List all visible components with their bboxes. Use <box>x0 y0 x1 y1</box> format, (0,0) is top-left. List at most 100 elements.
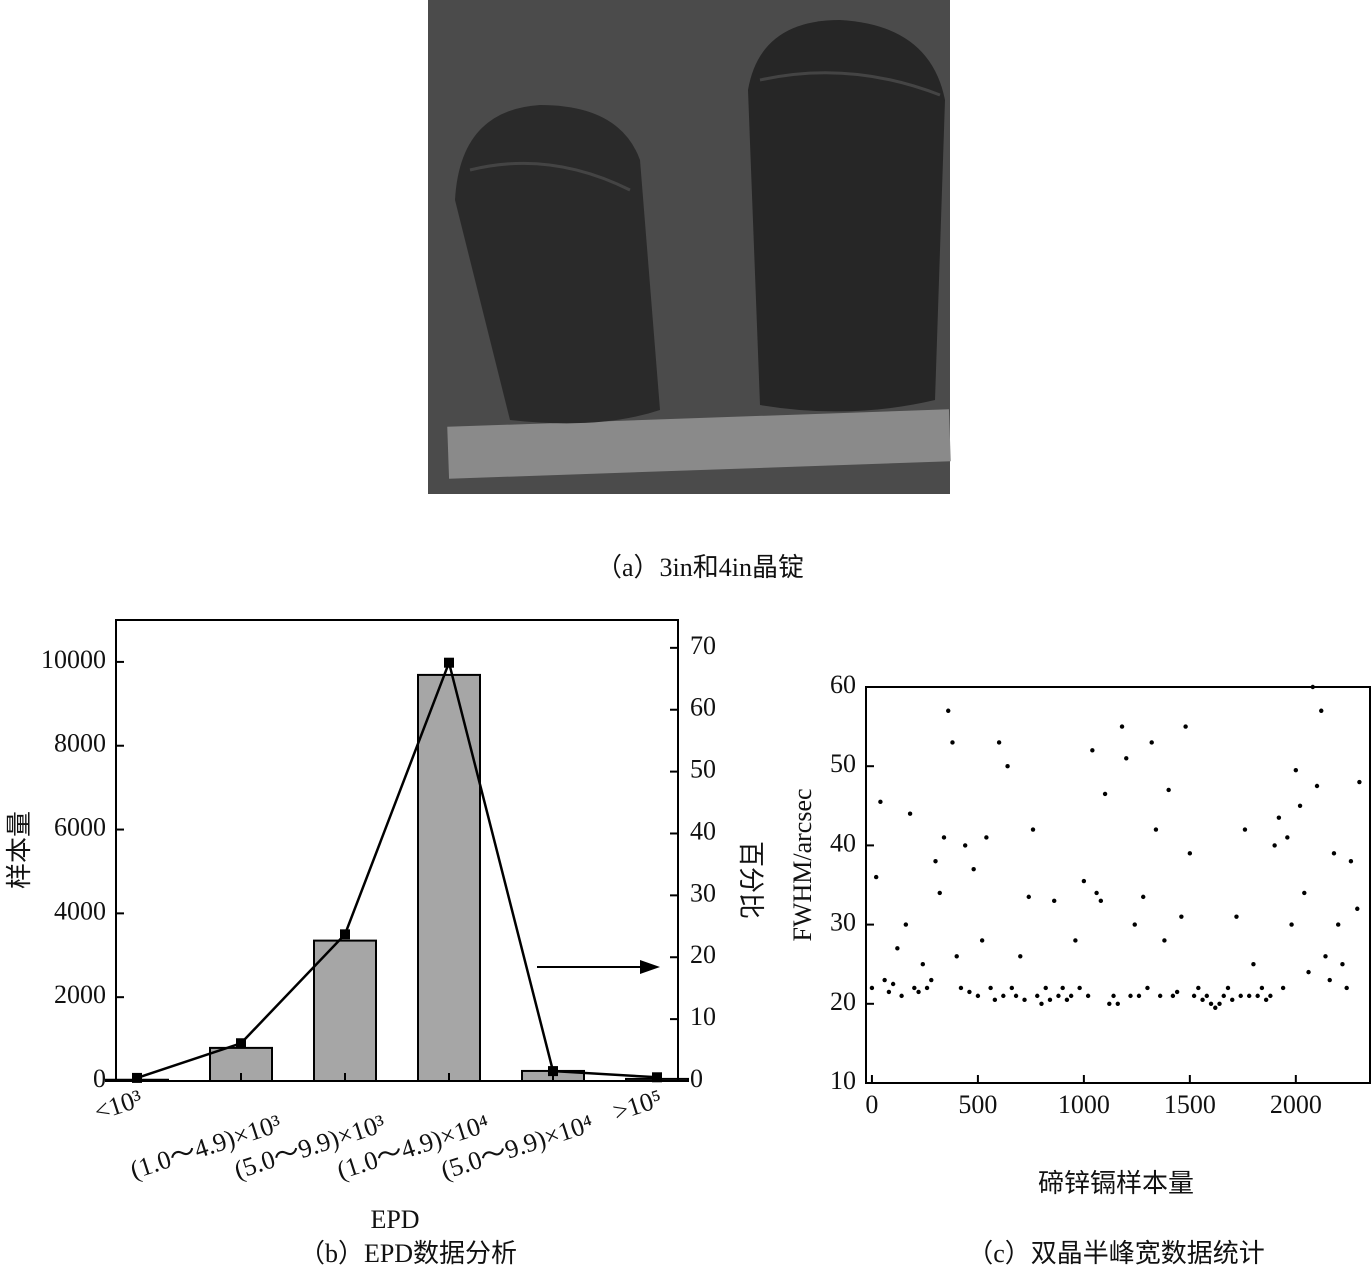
point <box>1187 851 1193 856</box>
bar-chart: 0200040006000800010000010203040506070<10… <box>5 619 765 1268</box>
point <box>895 946 900 951</box>
plot-frame <box>115 619 679 1082</box>
y-tick-label: 2000 <box>54 980 106 1009</box>
point <box>1251 962 1256 967</box>
point <box>1141 894 1146 900</box>
point <box>1005 764 1010 769</box>
y-tick-label: 40 <box>830 828 856 857</box>
bar <box>313 939 377 1083</box>
point <box>1064 997 1070 1003</box>
point <box>992 997 998 1003</box>
y2-tick-label: 50 <box>690 755 716 784</box>
point <box>950 740 955 745</box>
point <box>933 859 938 864</box>
line <box>136 658 658 1080</box>
point <box>924 985 930 991</box>
point <box>1047 997 1053 1003</box>
point <box>1081 878 1087 884</box>
y2-axis-label: 百分比 <box>736 841 765 919</box>
point <box>873 874 879 880</box>
point <box>1119 724 1125 729</box>
point <box>1306 969 1311 975</box>
point <box>912 985 917 991</box>
x-tick-label: 0 <box>865 1090 878 1119</box>
point <box>1297 803 1303 808</box>
point <box>1255 993 1260 999</box>
point <box>1191 993 1197 999</box>
point <box>1111 993 1116 999</box>
x-tick-label: 500 <box>958 1090 997 1119</box>
caption: （b）EPD数据分析 <box>299 1239 517 1268</box>
point <box>954 954 959 959</box>
point <box>1162 938 1167 943</box>
y-tick-label: 6000 <box>54 813 106 842</box>
point <box>1289 922 1294 927</box>
point <box>1174 989 1180 995</box>
point <box>1068 993 1074 999</box>
point <box>1115 1001 1120 1006</box>
point <box>1302 890 1307 896</box>
x-axis-label: EPD <box>370 1205 419 1234</box>
y-tick-label: 50 <box>830 749 856 778</box>
point <box>996 740 1002 745</box>
x-tick-label: 1000 <box>1058 1090 1110 1119</box>
arrow-head <box>640 960 660 974</box>
point <box>1234 914 1239 919</box>
y2-tick-label: 20 <box>690 940 716 969</box>
point <box>967 989 972 995</box>
point <box>1179 914 1184 919</box>
x-tick-label: >10⁵ <box>609 1084 665 1127</box>
y-tick-label: 10000 <box>41 645 106 674</box>
point <box>1246 993 1252 999</box>
point <box>1124 756 1129 761</box>
point <box>1166 787 1171 793</box>
point <box>1357 779 1362 785</box>
point <box>1183 724 1188 729</box>
point <box>988 985 993 991</box>
photo <box>428 0 951 494</box>
x-axis-label: 碲锌镉样本量 <box>1038 1169 1194 1198</box>
point <box>1136 993 1142 999</box>
point <box>1052 898 1057 904</box>
point <box>1213 1005 1218 1010</box>
point <box>1149 740 1154 745</box>
point <box>899 993 904 999</box>
point <box>1043 985 1048 991</box>
point <box>1128 993 1133 999</box>
y-axis-label: FWHM/arcsec <box>788 788 817 941</box>
point <box>869 985 875 991</box>
point <box>1225 985 1231 991</box>
point <box>1145 985 1150 991</box>
point <box>962 843 968 848</box>
point <box>1132 922 1137 927</box>
point <box>1200 997 1205 1003</box>
point <box>1102 791 1108 797</box>
y-tick-label: 0 <box>93 1064 106 1093</box>
point <box>1090 748 1095 753</box>
y2-tick-label: 0 <box>690 1064 703 1093</box>
y-tick-label: 20 <box>830 987 856 1016</box>
point <box>1323 954 1328 959</box>
point <box>1276 815 1282 820</box>
point <box>1153 827 1159 832</box>
point <box>1272 843 1277 848</box>
y-tick-label: 8000 <box>54 729 106 758</box>
point <box>1221 993 1226 999</box>
y2-tick-label: 30 <box>690 878 716 907</box>
marker <box>340 929 350 940</box>
point <box>958 985 964 991</box>
point <box>890 981 896 987</box>
y2-tick-label: 40 <box>690 816 716 845</box>
point <box>1230 997 1235 1003</box>
y2-tick-label: 70 <box>690 631 716 660</box>
x-tick-label: 1500 <box>1164 1090 1216 1119</box>
point <box>1285 835 1290 840</box>
caption: （a）3in和4in晶锭 <box>596 553 804 582</box>
point <box>1314 783 1320 789</box>
point <box>1355 906 1360 911</box>
point <box>1013 993 1019 999</box>
point <box>1238 993 1243 999</box>
point <box>1085 993 1091 999</box>
point <box>882 977 887 983</box>
